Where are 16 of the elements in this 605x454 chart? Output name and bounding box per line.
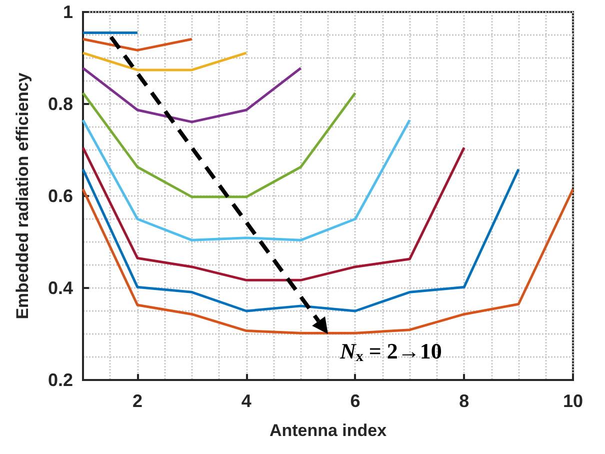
y-tick-label: 1 [62, 2, 73, 22]
x-tick-label: 6 [350, 391, 360, 411]
x-tick-label: 8 [459, 391, 470, 411]
line-series [82, 146, 466, 282]
y-tick-label: 0.4 [48, 278, 73, 298]
y-axis-title: Embedded radiation efficiency [13, 72, 32, 320]
y-tick-label: 0.2 [48, 370, 73, 390]
line-series [82, 168, 520, 312]
x-axis-title: Antenna index [269, 421, 388, 440]
y-tick-label: 0.6 [48, 186, 73, 206]
x-tick-label: 10 [562, 391, 584, 411]
line-series [82, 188, 574, 334]
line-series [82, 118, 411, 242]
x-tick-label: 4 [241, 391, 252, 411]
x-tick-label: 2 [132, 391, 142, 411]
y-tick-label: 0.8 [48, 94, 73, 114]
